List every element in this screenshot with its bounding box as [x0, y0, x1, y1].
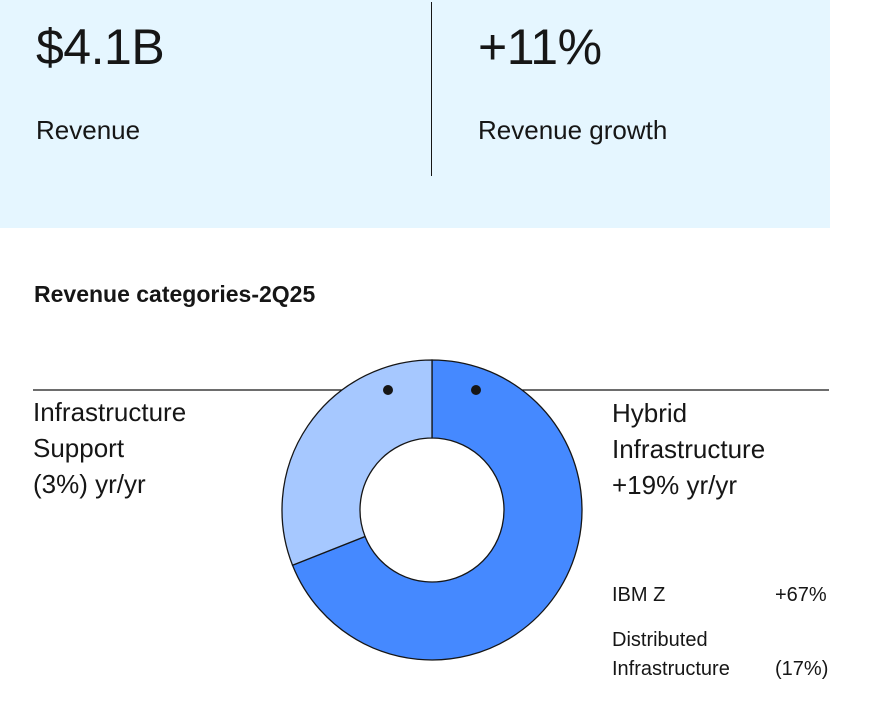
support-leader-dot	[383, 385, 393, 395]
donut-chart	[33, 359, 829, 661]
revenue-value: $4.1B	[36, 19, 165, 75]
chart-title: Revenue categories-2Q25	[34, 281, 316, 307]
revenue-label: Revenue	[36, 115, 141, 145]
distributed-name-line2: Infrastructure	[612, 658, 730, 680]
hybrid-leader-dot	[471, 385, 481, 395]
kpi-divider	[431, 2, 432, 176]
distributed-growth: (17%)	[775, 658, 829, 680]
infrastructure-support-label: Infrastructure Support (3%) yr/yr	[33, 397, 187, 499]
distributed-name-line1: Distributed	[612, 629, 708, 651]
revenue-growth-value: +11%	[478, 19, 602, 75]
donut-slice-infrastructure-support	[281, 359, 433, 567]
hybrid-infrastructure-label: Hybrid Infrastructure +19% yr/yr	[612, 398, 766, 500]
kpi-panel: $4.1B Revenue +11% Revenue growth	[0, 0, 830, 228]
donut-slice-hybrid-infrastructure	[291, 359, 583, 661]
ibm-z-growth: +67%	[775, 584, 827, 606]
ibm-z-name: IBM Z	[612, 584, 666, 606]
revenue-growth-label: Revenue growth	[478, 115, 668, 145]
